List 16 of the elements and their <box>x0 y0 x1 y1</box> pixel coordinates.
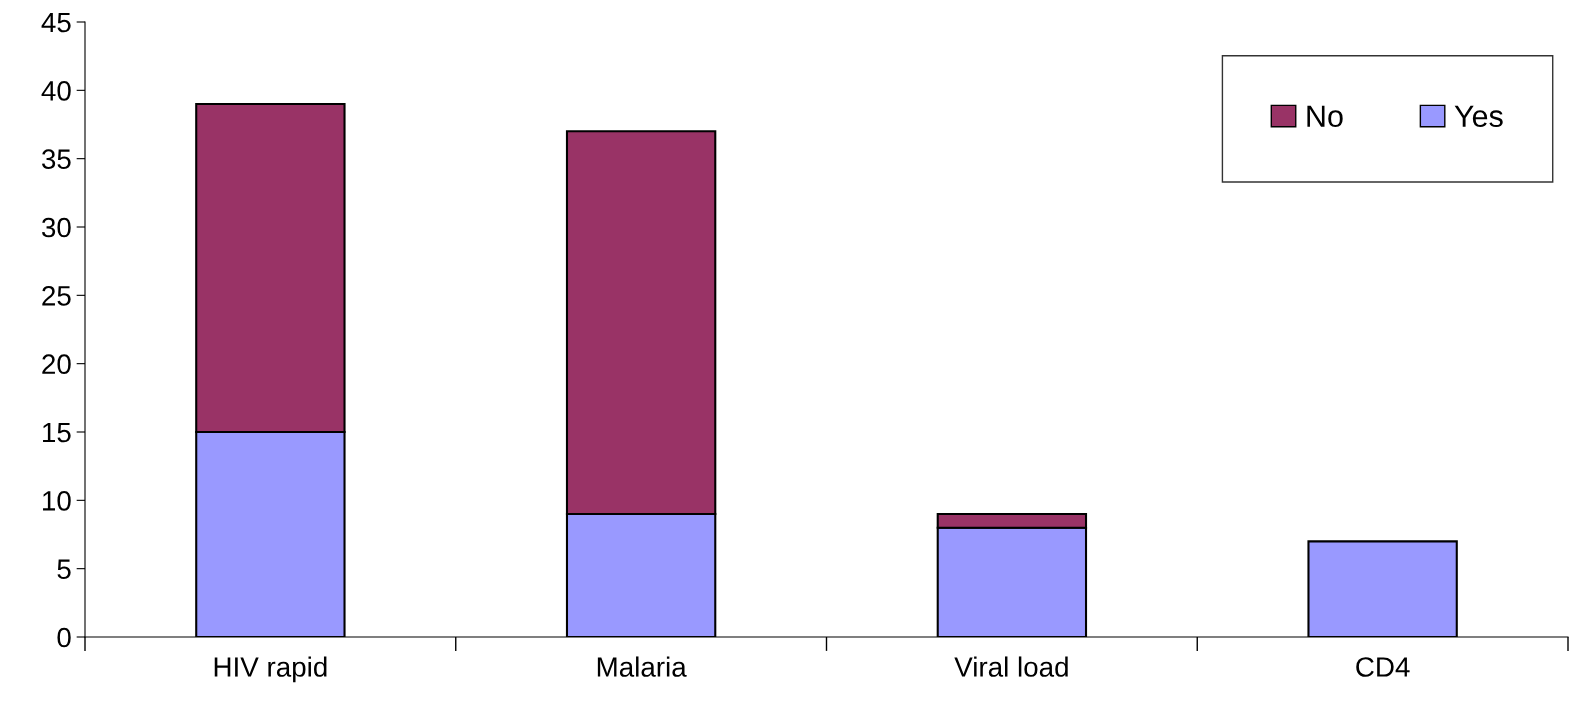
x-tick-label: Viral load <box>954 656 1068 677</box>
x-tick-label: HIV rapid <box>214 656 327 683</box>
legend-label: Yes <box>1454 105 1503 128</box>
y-tick-label: 5 <box>57 559 71 580</box>
y-tick-label: 35 <box>41 149 71 170</box>
x-tick-label: CD4 <box>1356 657 1410 677</box>
y-tick-label: 30 <box>41 217 71 238</box>
y-tick-label: 20 <box>42 354 71 375</box>
y-tick-label: 0 <box>57 627 71 648</box>
y-tick-label: 25 <box>42 286 71 306</box>
legend-label: No <box>1307 105 1343 128</box>
x-tick-label: Malaria <box>597 656 687 677</box>
y-tick-label: 40 <box>41 81 71 101</box>
y-tick-label: 10 <box>43 491 71 511</box>
y-tick-label: 45 <box>41 12 71 33</box>
y-tick-label: 15 <box>43 422 71 443</box>
